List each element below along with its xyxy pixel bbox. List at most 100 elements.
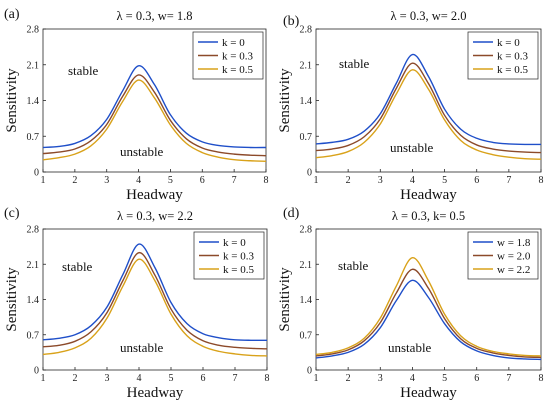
y-axis-label: Sensitivity — [277, 68, 293, 133]
legend-entry: w = 2.0 — [497, 250, 531, 262]
x-tick-label: 2 — [73, 373, 78, 384]
y-tick-label: 0 — [307, 168, 312, 179]
series-line-2 — [316, 62, 541, 154]
x-tick-label: 2 — [346, 373, 351, 384]
y-axis-label: Sensitivity — [4, 68, 20, 133]
x-tick-label: 7 — [233, 373, 238, 384]
legend-entry: k = 0.3 — [497, 50, 528, 62]
y-tick-label: 1.4 — [27, 295, 40, 306]
legend-entry: w = 2.2 — [497, 264, 530, 276]
legend-entry: k = 0 — [222, 37, 245, 49]
x-tick-label: 1 — [41, 175, 46, 186]
x-tick-label: 5 — [442, 373, 447, 384]
legend-entry: k = 0.3 — [222, 50, 253, 62]
x-tick-label: 8 — [539, 373, 544, 384]
y-tick-label: 0.7 — [27, 132, 40, 143]
panel-title: λ = 0.3, w= 2.2 — [117, 209, 193, 223]
x-tick-label: 1 — [314, 175, 319, 186]
unstable-annotation: unstable — [120, 340, 164, 355]
legend: k = 0k = 0.3 k = 0.5 — [193, 231, 265, 280]
panel-label: (d) — [283, 206, 300, 221]
x-tick-label: 3 — [105, 373, 110, 384]
panel-label: (a) — [4, 7, 20, 22]
y-tick-label: 1.4 — [27, 96, 40, 107]
series-line-3 — [316, 257, 541, 357]
x-tick-label: 6 — [474, 373, 479, 384]
panel-title: λ = 0.3, w= 1.8 — [116, 9, 192, 23]
chart-panel-1: 1 2 3 4 5 6 7 8 0 0.7 1.4 2.1 2.8 Headway Sensitivity λ… — [4, 7, 269, 203]
stable-annotation: stable — [338, 258, 369, 273]
x-tick-label: 8 — [264, 175, 269, 186]
x-tick-label: 2 — [346, 175, 351, 186]
x-tick-label: 5 — [442, 175, 447, 186]
series-line-2 — [43, 74, 266, 157]
series-line-3 — [43, 79, 266, 162]
series-line-3 — [43, 258, 267, 357]
series-line-1 — [316, 279, 541, 361]
unstable-annotation: unstable — [120, 144, 164, 159]
series-line-2 — [316, 268, 541, 359]
panel-title: λ = 0.3, k= 0.5 — [392, 209, 465, 223]
y-tick-label: 0.7 — [300, 330, 313, 341]
unstable-annotation: unstable — [390, 140, 434, 155]
legend: k = 0k = 0.3 k = 0.5 — [192, 31, 264, 80]
panel-title: λ = 0.3, w= 2.0 — [390, 9, 466, 23]
y-tick-label: 2.1 — [300, 260, 313, 271]
x-tick-label: 4 — [136, 175, 141, 186]
x-tick-label: 6 — [201, 373, 206, 384]
legend-entry: w = 1.8 — [497, 237, 531, 249]
y-tick-label: 0.7 — [300, 132, 313, 143]
x-tick-label: 4 — [410, 373, 415, 384]
series-line-1 — [43, 243, 267, 342]
y-tick-label: 0.7 — [27, 330, 40, 341]
x-tick-label: 1 — [314, 373, 319, 384]
y-tick-label: 0 — [34, 168, 39, 179]
y-axis-label: Sensitivity — [277, 267, 293, 332]
series-line-2 — [43, 251, 267, 350]
x-axis-label: Headway — [400, 187, 457, 203]
chart-panel-3: 1 2 3 4 5 6 7 8 0 0.7 1.4 2.1 2.8 Headway Sensitivity λ… — [4, 206, 270, 401]
x-tick-label: 1 — [41, 373, 46, 384]
x-tick-label: 7 — [506, 373, 511, 384]
y-tick-label: 1.4 — [300, 96, 313, 107]
x-tick-label: 3 — [378, 175, 383, 186]
x-tick-label: 3 — [104, 175, 109, 186]
x-tick-label: 7 — [232, 175, 237, 186]
panel-label: (c) — [4, 206, 20, 221]
legend-entry: k = 0.5 — [222, 64, 253, 76]
y-tick-label: 2.8 — [27, 25, 40, 36]
x-tick-label: 8 — [265, 373, 270, 384]
x-tick-label: 2 — [72, 175, 77, 186]
x-tick-label: 6 — [200, 175, 205, 186]
y-tick-label: 2.1 — [27, 260, 40, 271]
y-tick-label: 2.8 — [300, 225, 313, 236]
x-tick-label: 5 — [168, 175, 173, 186]
x-tick-label: 6 — [474, 175, 479, 186]
legend-entry: k = 0.3 — [223, 250, 254, 262]
legend-entry: k = 0.5 — [223, 264, 254, 276]
x-axis-label: Headway — [127, 385, 184, 401]
legend: k = 0k = 0.3 k = 0.5 — [467, 31, 539, 80]
x-tick-label: 3 — [378, 373, 383, 384]
y-tick-label: 2.8 — [300, 25, 313, 36]
y-tick-label: 0 — [34, 366, 39, 377]
x-tick-label: 4 — [137, 373, 142, 384]
panel-label: (b) — [283, 14, 300, 29]
chart-panel-4: 1 2 3 4 5 6 7 8 0 0.7 1.4 2.1 2.8 Headway Sensitivity λ… — [277, 206, 544, 401]
stable-annotation: stable — [339, 56, 370, 71]
stable-annotation: stable — [68, 63, 99, 78]
y-tick-label: 2.1 — [27, 60, 40, 71]
y-tick-label: 2.1 — [300, 60, 313, 71]
chart-panel-2: 1 2 3 4 5 6 7 8 0 0.7 1.4 2.1 2.8 Headway Sensitivity λ… — [277, 9, 544, 203]
x-tick-label: 4 — [410, 175, 415, 186]
y-axis-label: Sensitivity — [4, 267, 20, 332]
unstable-annotation: unstable — [388, 340, 432, 355]
series-line-1 — [316, 53, 541, 146]
x-tick-label: 8 — [539, 175, 544, 186]
x-axis-label: Headway — [126, 187, 183, 203]
stable-annotation: stable — [62, 259, 93, 274]
legend-entry: k = 0 — [223, 237, 246, 249]
legend-entry: k = 0.5 — [497, 64, 528, 76]
x-tick-label: 7 — [506, 175, 511, 186]
